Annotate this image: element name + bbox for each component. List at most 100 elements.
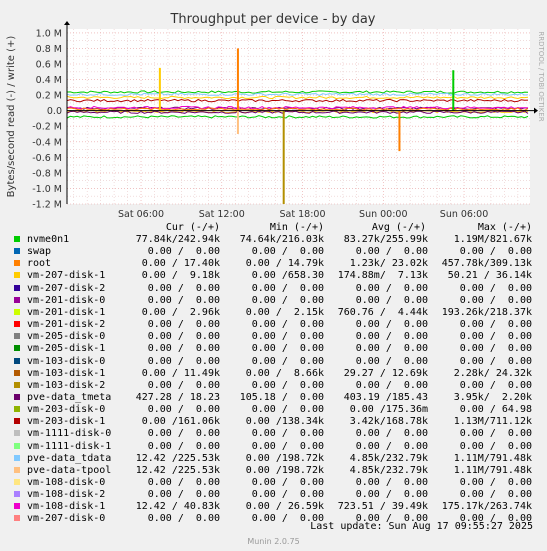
legend-min: 0.00 / 0.00 bbox=[251, 282, 324, 294]
legend-name: swap bbox=[27, 246, 52, 258]
legend-name: vm-108-disk-1 bbox=[27, 501, 106, 513]
legend-avg: 1.23k/ 23.02k bbox=[349, 258, 428, 270]
y-tick-label: 1.0 M bbox=[36, 28, 62, 39]
legend-row: nvme0n1 77.84k/242.94k 74.64k/216.03k 83.27… bbox=[0, 234, 547, 246]
x-tick-label: Sun 00:00 bbox=[359, 209, 407, 220]
legend-row: swap 0.00 / 0.00 0.00 / 0.00 0.00 / 0.00 0.0… bbox=[0, 246, 547, 258]
legend-max: 0.00 / 0.00 bbox=[459, 319, 532, 331]
legend-name: vm-108-disk-0 bbox=[27, 477, 106, 488]
y-tick-label: 0.2 M bbox=[36, 91, 62, 102]
legend-cur: 0.00 / 0.00 bbox=[147, 319, 220, 331]
legend-row: vm-201-disk-2 0.00 / 0.00 0.00 / 0.00 0.00 … bbox=[0, 319, 547, 331]
legend-max: 2.28k/ 24.32k bbox=[453, 367, 532, 379]
legend-name: pve-data_tdata bbox=[27, 452, 112, 464]
legend-avg: 0.00 / 0.00 bbox=[355, 282, 428, 294]
legend-min: 0.00 / 0.00 bbox=[251, 379, 324, 391]
legend-row: vm-205-disk-0 0.00 / 0.00 0.00 / 0.00 0.00 … bbox=[0, 331, 547, 343]
legend-row: pve-data_tdata 12.42 /225.53k 0.00 /198.72… bbox=[0, 453, 547, 465]
header-min: Min (-/+) bbox=[269, 222, 324, 233]
legend-row: vm-203-disk-0 0.00 / 0.00 0.00 / 0.00 0.00 … bbox=[0, 404, 547, 416]
throughput-chart: Throughput per device - by day Bytes/sec… bbox=[6, 12, 545, 220]
legend-name: vm-207-disk-0 bbox=[27, 513, 106, 525]
legend-name: vm-1111-disk-1 bbox=[27, 440, 112, 452]
legend-max: 0.00 / 0.00 bbox=[459, 379, 532, 391]
legend-cur: 0.00 /161.06k bbox=[141, 416, 220, 428]
legend-swatch bbox=[14, 260, 20, 267]
legend-max: 0.00 / 0.00 bbox=[459, 440, 532, 452]
legend-cur: 0.00 / 0.00 bbox=[147, 440, 220, 452]
legend-swatch bbox=[14, 418, 20, 425]
series-line-pve-data_tdata bbox=[66, 92, 529, 97]
legend-avg: 29.27 / 12.69k bbox=[343, 367, 428, 379]
legend-swatch bbox=[14, 454, 20, 461]
legend-avg: 0.00 / 0.00 bbox=[355, 246, 428, 258]
legend-cur: 77.84k/242.94k bbox=[135, 234, 220, 245]
legend-min: 0.00 / 0.00 bbox=[251, 440, 324, 452]
legend-avg: 0.00 / 0.00 bbox=[355, 379, 428, 391]
legend-name: vm-1111-disk-0 bbox=[27, 428, 112, 440]
legend-swatch bbox=[14, 515, 20, 522]
legend-max: 0.00 / 0.00 bbox=[459, 331, 532, 343]
legend-name: pve-data_tmeta bbox=[27, 391, 112, 403]
legend-name: vm-205-disk-0 bbox=[27, 331, 106, 343]
legend-swatch bbox=[14, 308, 20, 315]
x-axis-arrow bbox=[534, 107, 538, 114]
y-tick-labels: 1.0 M 0.8 M 0.6 M 0.4 M 0.2 M 0.0 -0.2 M -0.4 M… bbox=[32, 28, 62, 210]
legend-swatch bbox=[14, 466, 20, 473]
plot-area bbox=[67, 29, 530, 204]
legend-min: 0.00 / 0.00 bbox=[251, 513, 324, 525]
legend-row: vm-103-disk-0 0.00 / 0.00 0.00 / 0.00 0.00 … bbox=[0, 356, 547, 368]
y-tick-label: -0.4 M bbox=[32, 137, 62, 148]
legend-name: vm-201-disk-1 bbox=[27, 306, 106, 318]
legend-min: 0.00 / 2.15k bbox=[245, 306, 324, 318]
legend-avg: 174.88m/ 7.13k bbox=[337, 270, 428, 282]
legend-cur: 0.00 / 0.00 bbox=[147, 246, 220, 258]
legend-min: 0.00 / 0.00 bbox=[251, 343, 324, 355]
legend-min: 0.00 / 0.00 bbox=[251, 477, 324, 488]
legend-min: 0.00 / 0.00 bbox=[251, 294, 324, 306]
x-tick-label: Sat 06:00 bbox=[118, 209, 164, 220]
legend-row: vm-103-disk-2 0.00 / 0.00 0.00 / 0.00 0.00 … bbox=[0, 380, 547, 392]
y-tick-label: 0.0 bbox=[47, 106, 62, 117]
legend-min: 0.00 /658.30 bbox=[251, 270, 324, 282]
legend-max: 3.95k/ 2.20k bbox=[453, 391, 532, 403]
legend-avg: 0.00 / 0.00 bbox=[355, 319, 428, 331]
legend-cur: 0.00 / 0.00 bbox=[147, 513, 220, 525]
legend-swatch bbox=[14, 491, 20, 498]
legend-name: vm-203-disk-1 bbox=[27, 416, 106, 428]
series-line-vm-108-disk-1 bbox=[66, 105, 529, 110]
legend-avg: 0.00 / 0.00 bbox=[355, 477, 428, 488]
x-tick-labels: Sat 06:00 Sat 12:00 Sat 18:00 Sun 00:00 Sun … bbox=[118, 209, 488, 220]
legend-avg: 83.27k/255.99k bbox=[343, 234, 428, 245]
legend-cur: 12.42 /225.53k bbox=[135, 464, 220, 476]
legend-row: vm-108-disk-2 0.00 / 0.00 0.00 / 0.00 0.00 … bbox=[0, 489, 547, 501]
legend-max: 175.17k/263.74k bbox=[441, 501, 532, 513]
legend-name: vm-108-disk-2 bbox=[27, 489, 106, 501]
x-tick-label: Sat 18:00 bbox=[280, 209, 326, 220]
chart-title: Throughput per device - by day bbox=[169, 12, 375, 27]
legend-min: 0.00 / 0.00 bbox=[251, 428, 324, 440]
legend-max: 193.26k/218.37k bbox=[441, 306, 532, 318]
legend-cur: 0.00 / 0.00 bbox=[147, 343, 220, 355]
header-max: Max (-/+) bbox=[477, 222, 532, 233]
legend-min: 0.00 /198.72k bbox=[245, 464, 324, 476]
legend-max: 0.00 / 0.00 bbox=[459, 513, 532, 525]
legend-swatch bbox=[14, 272, 20, 279]
legend-avg: 0.00 / 0.00 bbox=[355, 489, 428, 501]
legend-cur: 0.00 / 0.00 bbox=[147, 355, 220, 367]
series-line-vm-207-disk-1 bbox=[66, 95, 529, 100]
legend-row: vm-1111-disk-1 0.00 / 0.00 0.00 / 0.00 0.00… bbox=[0, 441, 547, 453]
legend-cur: 0.00 / 0.00 bbox=[147, 282, 220, 294]
legend-max: 50.21 / 36.14k bbox=[447, 270, 532, 282]
legend-name: root bbox=[27, 258, 52, 270]
rrdtool-credit: RRDTOOL / TOBI OETIKER bbox=[537, 31, 545, 121]
legend-swatch bbox=[14, 479, 20, 485]
legend-avg: 4.85k/232.79k bbox=[349, 452, 428, 464]
y-axis-label: Bytes/second read (-) / write (+) bbox=[6, 36, 17, 198]
legend-cur: 0.00 / 0.00 bbox=[147, 404, 220, 416]
legend-avg: 760.76 / 4.44k bbox=[337, 306, 428, 318]
y-tick-label: -1.0 M bbox=[32, 184, 62, 195]
legend-row: vm-103-disk-1 0.00 / 11.49k 0.00 / 8.66k 29… bbox=[0, 368, 547, 380]
legend-swatch bbox=[14, 236, 20, 242]
legend-max: 0.00 / 0.00 bbox=[459, 477, 532, 488]
